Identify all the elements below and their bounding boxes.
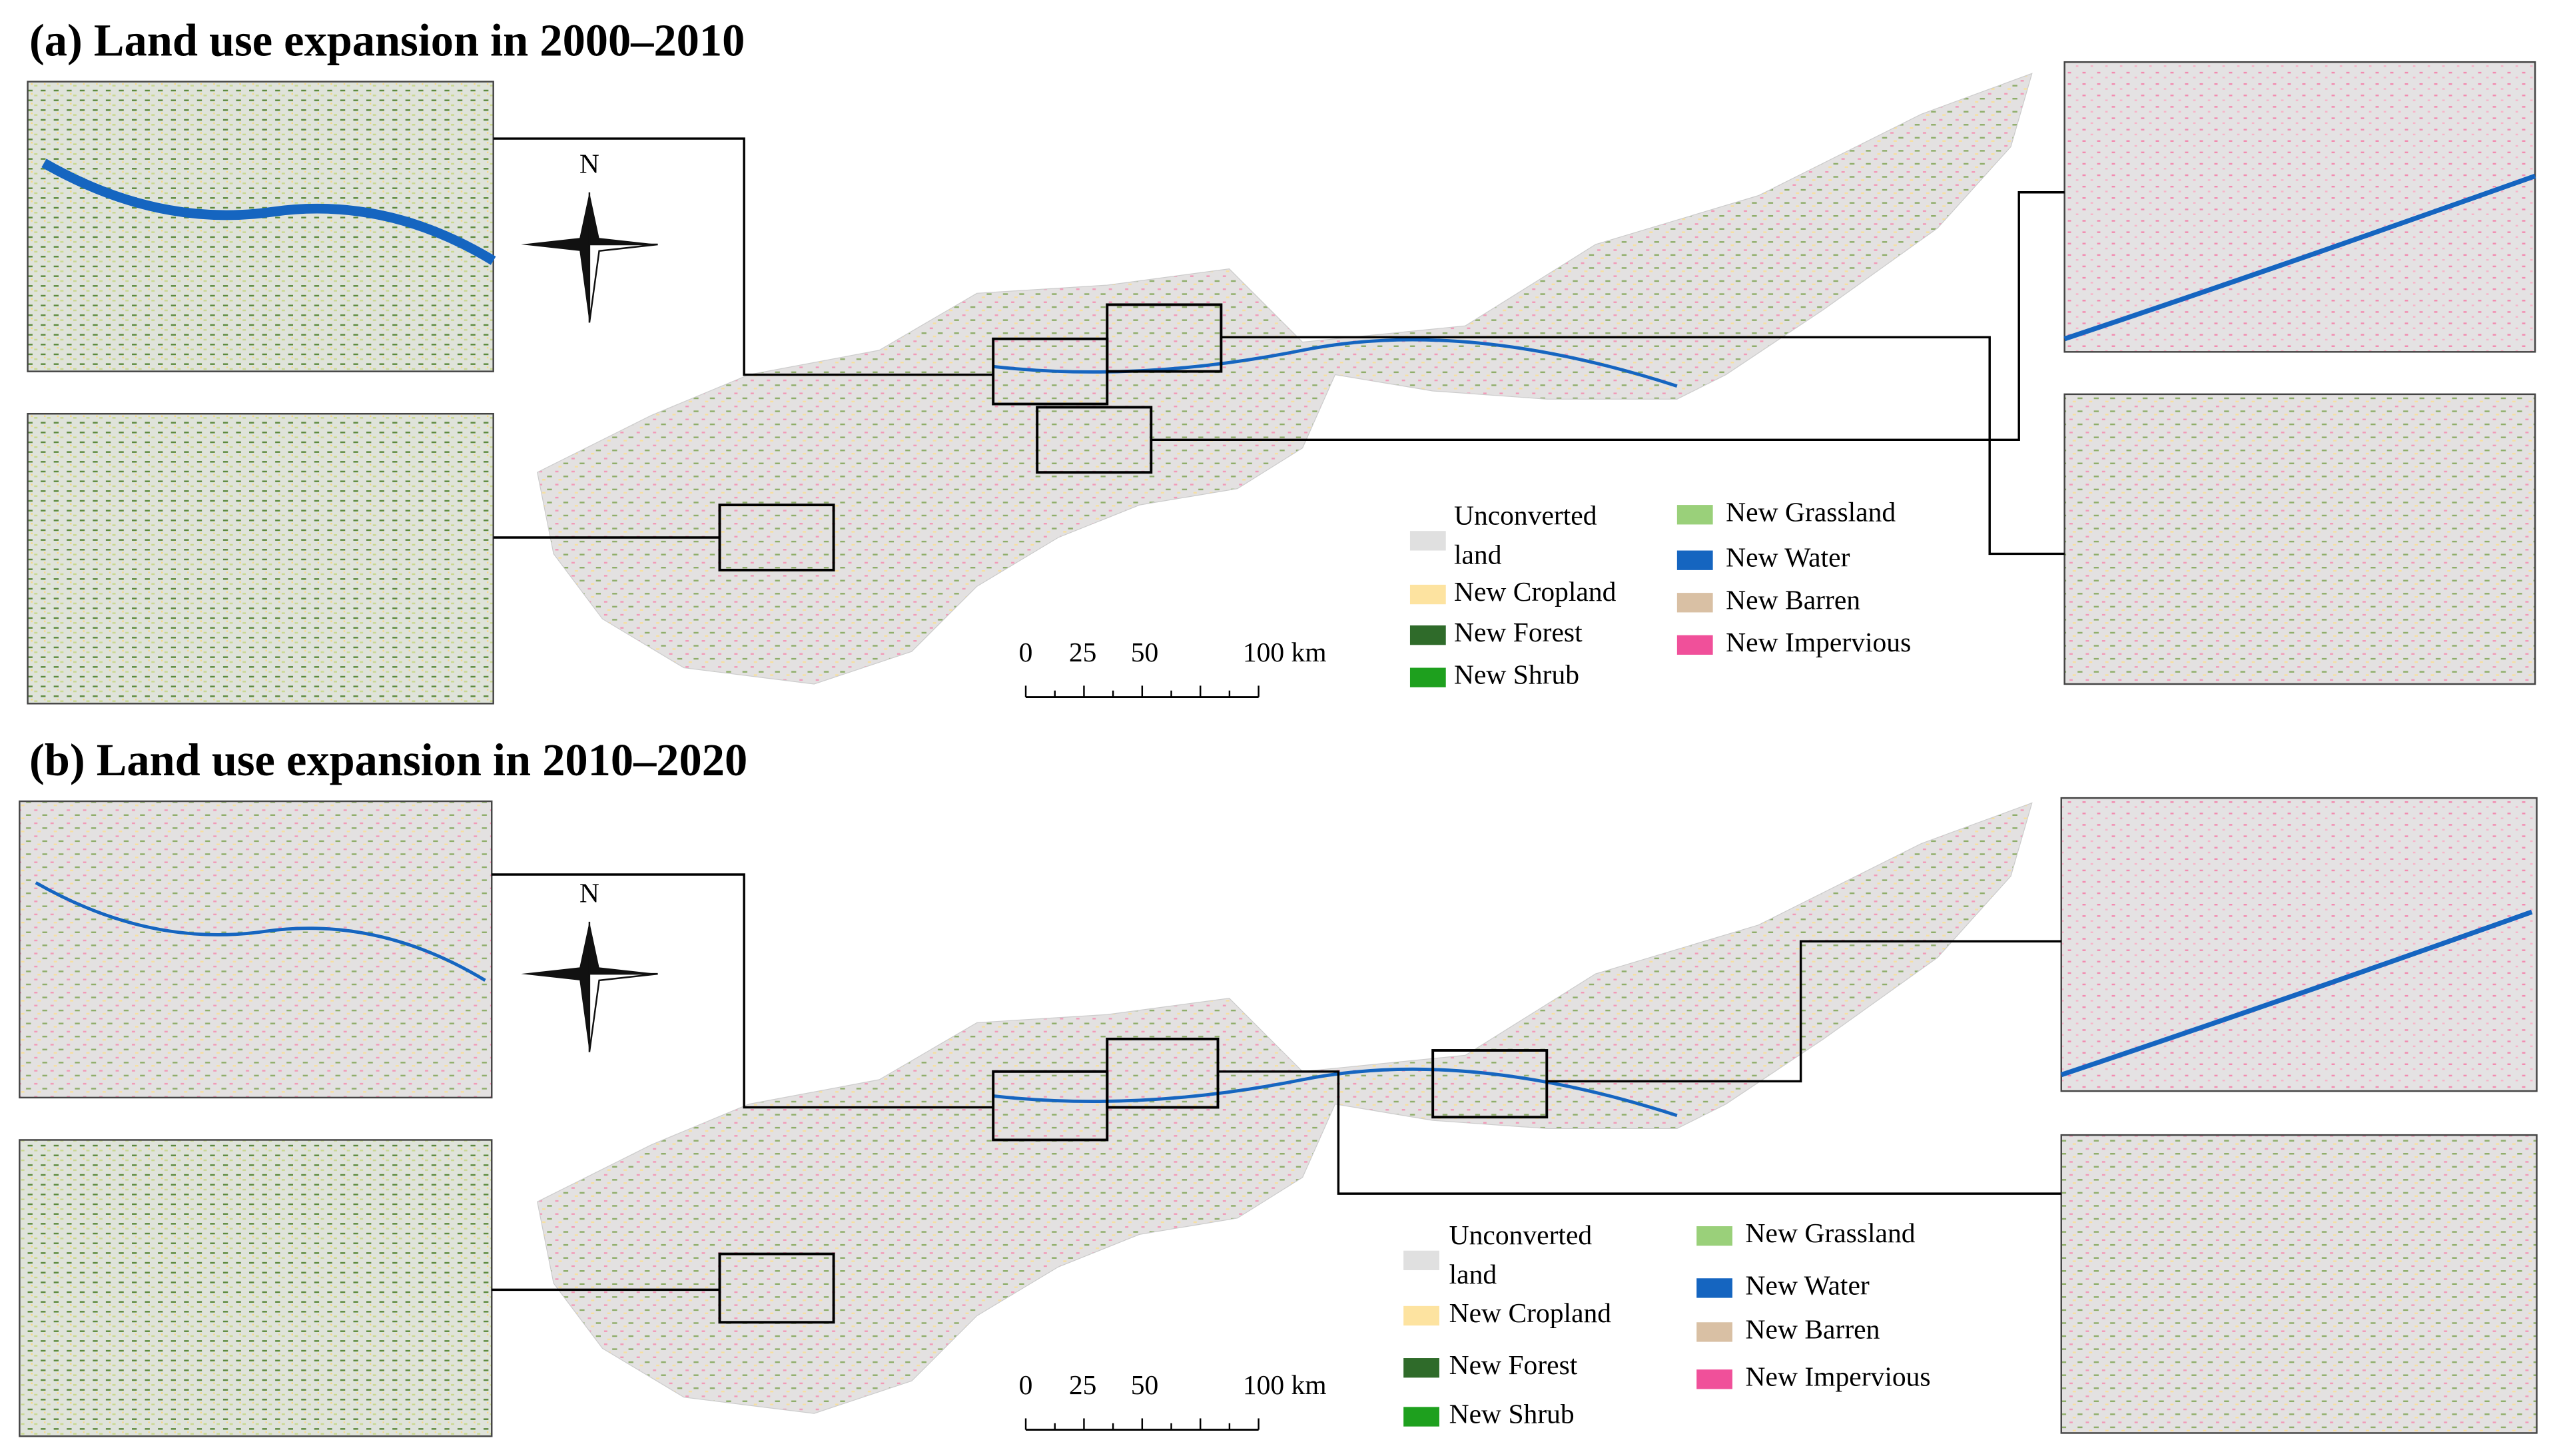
connector-line (1151, 191, 2065, 442)
legend-swatch (1403, 1407, 1439, 1427)
river (992, 338, 1678, 388)
inset-map (19, 800, 493, 1099)
panel: (a) Land use expansion in 2000–2010 N Unco… (27, 15, 2536, 705)
scale-label: 100 km (1243, 637, 1327, 667)
zoom-box (1431, 1049, 1549, 1119)
scale-label: 25 (1069, 1369, 1097, 1400)
connector-line (1547, 940, 2061, 1083)
connector-line (492, 873, 994, 1109)
inset-river (2060, 909, 2533, 1078)
legend-label: New Cropland (1454, 576, 1617, 607)
inset-map (2060, 1134, 2538, 1434)
legend-label: New Cropland (1449, 1297, 1612, 1328)
inset-map (2063, 61, 2536, 353)
study-area-map (536, 802, 2033, 1414)
north-arrow-half (588, 192, 658, 323)
legend-label: New Impervious (1726, 627, 1911, 657)
scale-label: 25 (1069, 637, 1097, 667)
zoom-box (1106, 1037, 1220, 1109)
legend-swatch (1676, 635, 1713, 655)
legend-swatch (1696, 1369, 1732, 1389)
legend-label: New Water (1726, 542, 1850, 573)
connector-line (493, 137, 994, 376)
inset-map (19, 1139, 493, 1437)
legend-label: New Barren (1726, 584, 1860, 615)
inset-map (27, 412, 494, 705)
north-label: N (579, 878, 599, 909)
inset-river (2063, 173, 2536, 342)
scale-label: 0 (1019, 637, 1033, 667)
legend-swatch (1676, 593, 1713, 613)
legend-swatch (1409, 584, 1446, 605)
inset-map (2063, 393, 2536, 685)
legend-swatch (1696, 1226, 1732, 1246)
legend-swatch (1403, 1250, 1439, 1271)
panel: (b) Land use expansion in 2010–2020 N Unco… (19, 735, 2538, 1437)
legend-swatch (1409, 667, 1446, 687)
study-area-map (536, 73, 2033, 685)
legend-label: New Shrub (1449, 1399, 1575, 1429)
legend-label: New Grassland (1746, 1218, 1916, 1248)
legend-label: New Shrub (1454, 659, 1579, 690)
scale-label: 0 (1019, 1369, 1033, 1400)
legend-swatch (1696, 1322, 1732, 1342)
inset-map (2060, 797, 2538, 1092)
legend-label: New Forest (1454, 617, 1583, 647)
connector-line (1221, 336, 2065, 555)
legend-label: New Forest (1449, 1349, 1578, 1380)
north-arrow-half (588, 921, 658, 1052)
legend-swatch (1696, 1278, 1732, 1298)
north-label: N (579, 148, 599, 179)
scale-label: 50 (1131, 1369, 1159, 1400)
scale-label: 50 (1131, 637, 1159, 667)
legend-label: Unconverted land (1454, 500, 1597, 569)
connector-line (1218, 1070, 2061, 1195)
legend-swatch (1409, 625, 1446, 645)
inset-water (35, 881, 486, 982)
legend-label: Unconverted land (1449, 1220, 1593, 1289)
legend-swatch (1676, 550, 1713, 570)
scale-label: 100 km (1243, 1369, 1327, 1400)
legend-label: New Barren (1746, 1313, 1880, 1344)
legend-swatch (1403, 1358, 1439, 1378)
river (992, 1067, 1678, 1118)
legend-label: New Impervious (1746, 1361, 1931, 1391)
legend-swatch (1403, 1305, 1439, 1326)
legend-label: New Water (1746, 1270, 1870, 1300)
inset-water (41, 159, 496, 265)
panel-title: (b) Land use expansion in 2010–2020 (29, 735, 747, 785)
zoom-box (718, 1252, 835, 1324)
legend-swatch (1676, 505, 1713, 525)
legend-swatch (1409, 531, 1446, 551)
panel-title: (a) Land use expansion in 2000–2010 (29, 15, 745, 65)
legend-label: New Grassland (1726, 496, 1896, 527)
panels: (a) Land use expansion in 2000–2010 N Unco… (19, 15, 2538, 1437)
